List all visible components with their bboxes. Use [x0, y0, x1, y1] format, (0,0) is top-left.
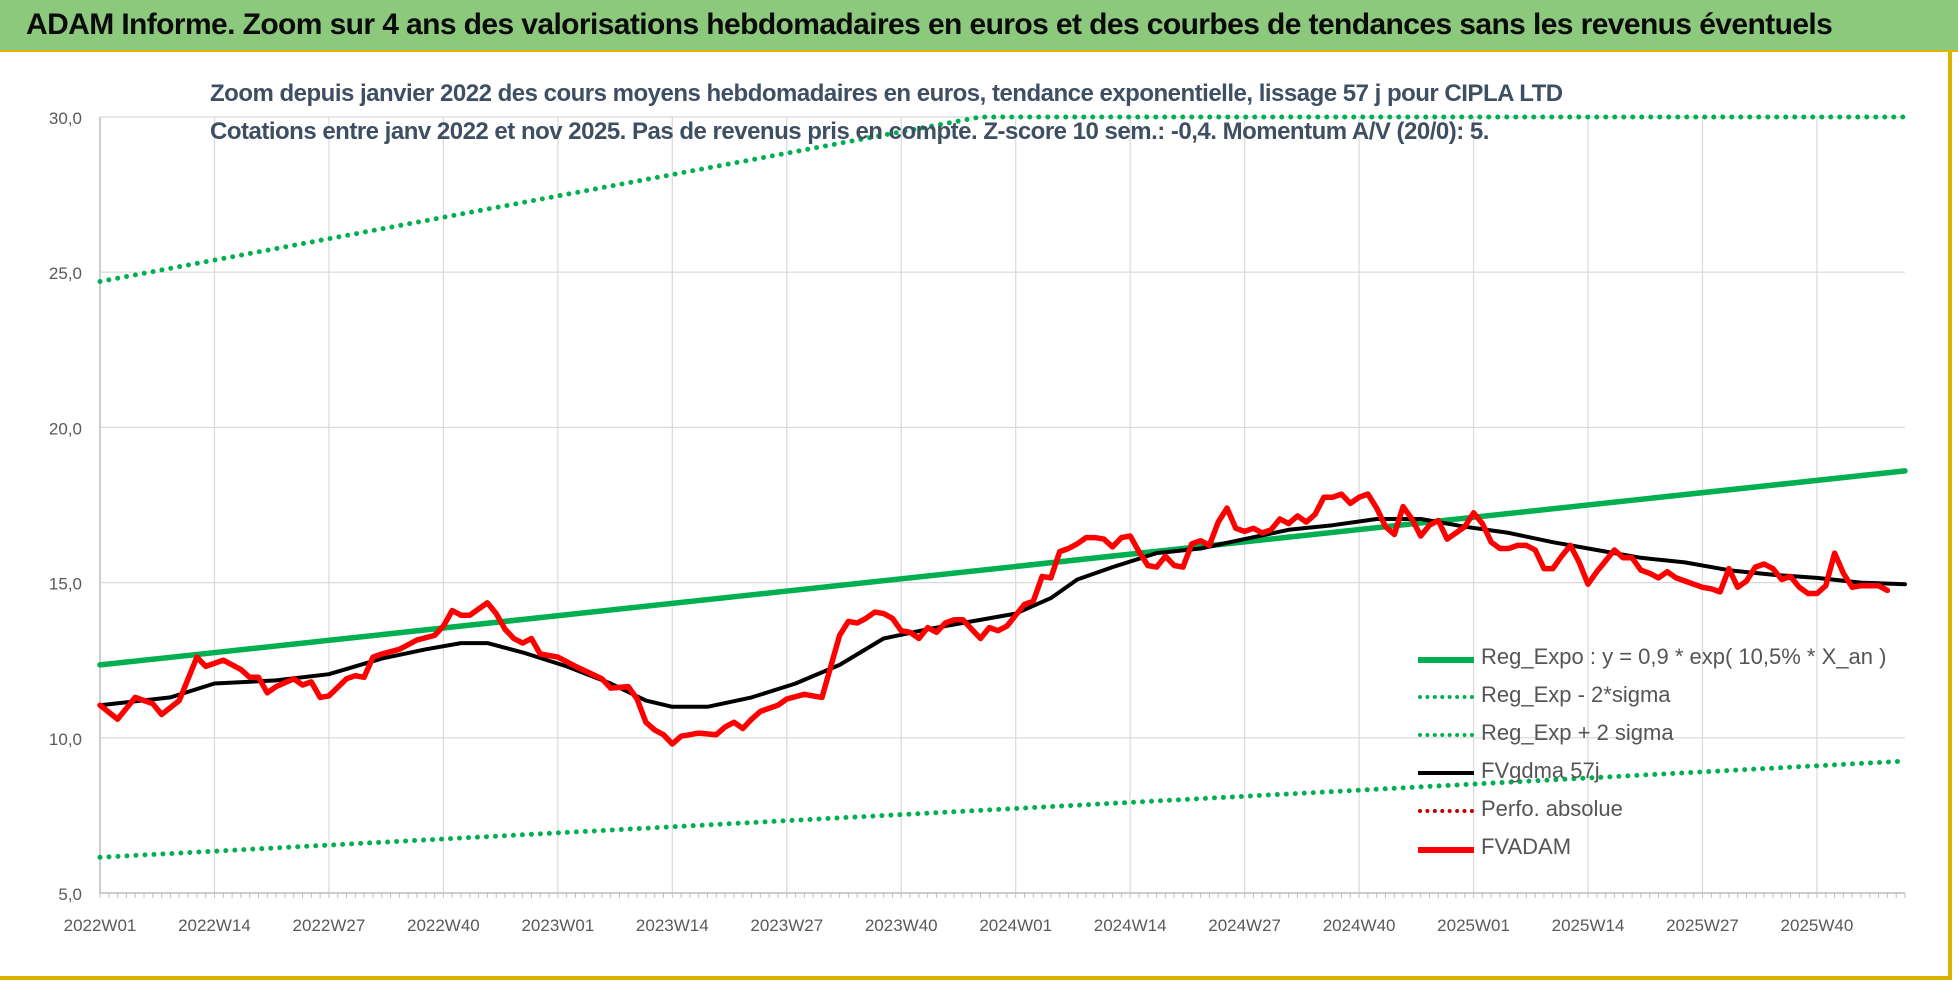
x-tick-label: 2022W27 — [293, 916, 366, 935]
x-tick-label: 2025W14 — [1552, 916, 1625, 935]
x-tick-label: 2025W01 — [1437, 916, 1510, 935]
series-line-0 — [97, 468, 1908, 668]
y-tick-label: 25,0 — [49, 264, 82, 283]
series-line-3 — [98, 517, 1907, 709]
y-tick-label: 30,0 — [49, 109, 82, 128]
x-tick-label: 2022W01 — [64, 916, 137, 935]
series-line-2 — [97, 114, 1908, 284]
x-tick-label: 2023W40 — [865, 916, 938, 935]
series-line-5 — [97, 491, 1891, 747]
legend-label: FVgdma 57j — [1481, 758, 1600, 783]
x-tick-label: 2022W40 — [407, 916, 480, 935]
legend-swatch — [1418, 847, 1474, 853]
x-tick-label: 2025W27 — [1666, 916, 1739, 935]
y-tick-label: 10,0 — [49, 730, 82, 749]
x-tick-label: 2024W14 — [1094, 916, 1167, 935]
chart-frame — [0, 52, 1952, 980]
chart-grid — [99, 116, 1906, 898]
y-tick-label: 15,0 — [49, 575, 82, 594]
legend-label: Reg_Exp - 2*sigma — [1481, 682, 1671, 707]
series-line-1 — [97, 758, 1908, 860]
report-title: ADAM Informe. Zoom sur 4 ans des valoris… — [26, 8, 1833, 41]
legend-label: Reg_Exp + 2 sigma — [1481, 720, 1674, 745]
x-tick-label: 2024W01 — [979, 916, 1052, 935]
report-banner: ADAM Informe. Zoom sur 4 ans des valoris… — [0, 0, 1958, 52]
legend-label: Reg_Expo : y = 0,9 * exp( 10,5% * X_an ) — [1481, 644, 1887, 669]
x-tick-label: 2024W40 — [1323, 916, 1396, 935]
legend-swatch — [1418, 733, 1474, 737]
legend-swatch — [1418, 771, 1474, 775]
x-tick-label: 2025W40 — [1781, 916, 1854, 935]
legend-swatch — [1418, 657, 1474, 663]
y-tick-label: 5,0 — [58, 885, 82, 904]
chart-series — [97, 114, 1908, 860]
x-tick-label: 2024W27 — [1208, 916, 1281, 935]
chart-title-line-1: Zoom depuis janvier 2022 des cours moyen… — [210, 80, 1563, 107]
legend-swatch — [1418, 695, 1474, 699]
legend-label: FVADAM — [1481, 834, 1572, 859]
x-tick-label: 2023W14 — [636, 916, 709, 935]
legend-label: Perfo. absolue — [1481, 796, 1623, 821]
y-tick-label: 20,0 — [49, 419, 82, 438]
x-tick-label: 2023W01 — [521, 916, 594, 935]
x-tick-label: 2022W14 — [178, 916, 251, 935]
legend-swatch — [1418, 809, 1474, 813]
chart-axis-labels: 5,0 10,0 15,0 20,0 25,0 30,0 2022W01 2022W14 202… — [49, 109, 1853, 935]
x-tick-label: 2023W27 — [750, 916, 823, 935]
chart-title-line-2: Cotations entre janv 2022 et nov 2025. P… — [210, 118, 1489, 145]
